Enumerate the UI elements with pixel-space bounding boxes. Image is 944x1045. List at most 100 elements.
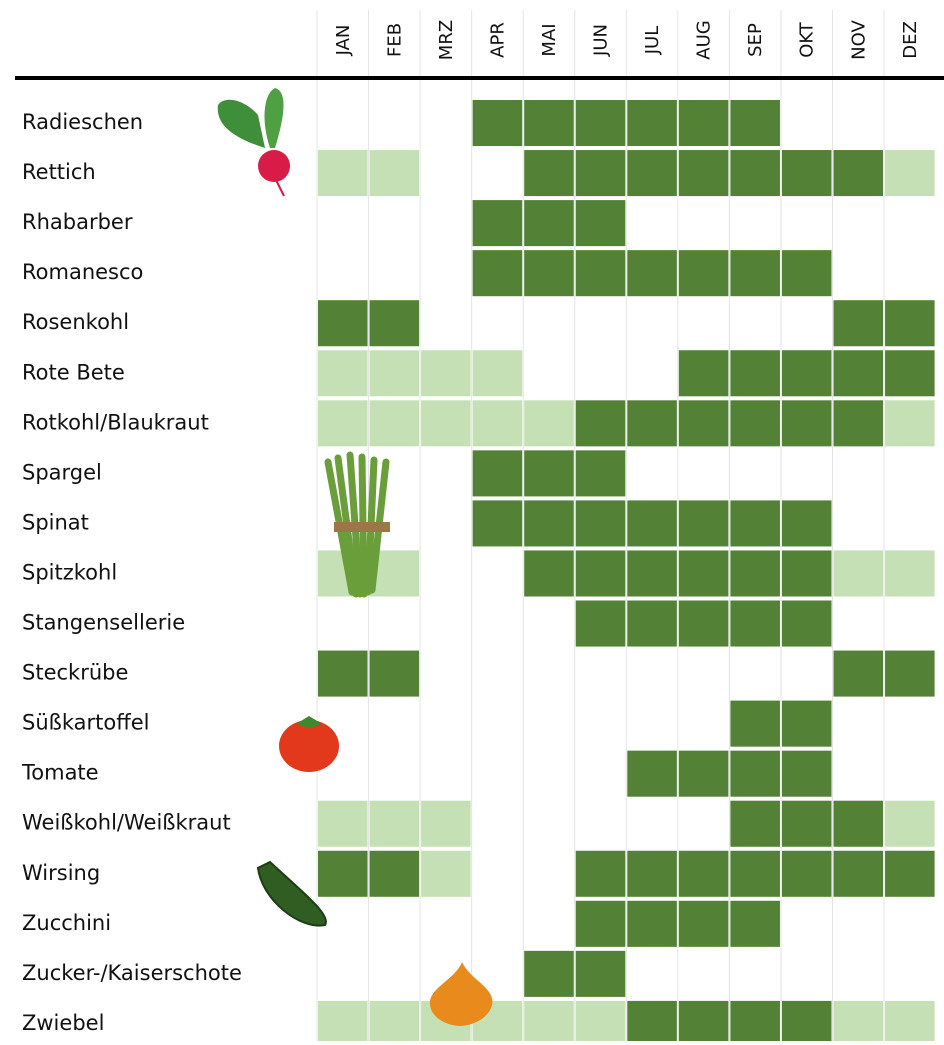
season-cell [782,500,832,546]
season-cell [834,150,884,196]
season-cell [834,951,884,997]
season-cell [679,150,729,196]
season-cell [885,901,935,947]
season-cell [576,400,626,446]
season-cell [834,250,884,296]
season-cell [679,200,729,246]
season-cell [524,550,574,596]
season-cell [782,450,832,496]
season-cell [318,100,368,146]
season-cell [782,350,832,396]
season-cell [318,951,368,997]
season-cell [730,701,780,747]
season-cell [627,450,677,496]
vegetable-name: Zucker-/Kaiserschote [22,961,242,985]
season-cell [576,901,626,947]
season-cell [473,200,523,246]
season-cell [318,150,368,196]
season-cell [473,300,523,346]
season-cell [421,200,471,246]
season-cell [782,550,832,596]
season-cell [421,801,471,847]
season-cell [834,851,884,897]
season-cell [370,851,420,897]
season-cell [473,450,523,496]
season-cell [885,500,935,546]
season-cell [782,250,832,296]
season-cell [782,951,832,997]
season-cell [885,150,935,196]
season-cell [679,701,729,747]
season-cell [318,400,368,446]
season-cell [473,250,523,296]
vegetable-name: Rhabarber [22,210,133,234]
season-cell [524,601,574,647]
season-cell [730,500,780,546]
season-cell [782,601,832,647]
season-cell [885,450,935,496]
season-cell [730,601,780,647]
season-cell [679,550,729,596]
vegetable-name: Rettich [22,160,96,184]
season-cell [782,100,832,146]
vegetable-name: Romanesco [22,260,143,284]
vegetable-name: Tomate [21,761,99,785]
vegetable-name: Wirsing [22,861,100,885]
vegetable-name: Rosenkohl [22,310,129,334]
season-cell [730,851,780,897]
season-cell [834,651,884,697]
season-cell [421,651,471,697]
vegetable-name: Steckrübe [22,661,128,685]
season-cell [318,651,368,697]
vegetable-name: Stangensellerie [22,611,185,635]
season-cell [370,200,420,246]
season-cell [885,751,935,797]
season-cell [885,1001,935,1041]
season-cell [730,651,780,697]
season-cell [370,300,420,346]
season-cell [730,801,780,847]
season-cell [421,350,471,396]
season-cell [473,701,523,747]
season-cell [627,851,677,897]
season-cell [730,450,780,496]
season-cell [473,150,523,196]
season-cell [834,400,884,446]
season-cell [885,400,935,446]
season-cell [730,200,780,246]
season-cell [576,150,626,196]
season-cell [576,550,626,596]
zucchini-icon [258,862,326,926]
season-cell [679,100,729,146]
vegetable-name: Weißkohl/Weißkraut [22,811,231,835]
season-cell [370,701,420,747]
season-cell [421,400,471,446]
season-cell [318,300,368,346]
vegetable-name: Spinat [22,510,89,534]
season-cell [834,1001,884,1041]
season-cell [885,601,935,647]
month-label: AUG [694,20,715,59]
season-cell [473,500,523,546]
season-cell [370,901,420,947]
month-label: JUN [591,24,612,57]
vegetable-name: Spargel [22,460,102,484]
season-cell [885,250,935,296]
season-cell [421,500,471,546]
season-cell [370,400,420,446]
season-cell [473,901,523,947]
season-cell [318,200,368,246]
season-cell [421,450,471,496]
season-cell [627,100,677,146]
season-cell [524,450,574,496]
month-label: OKT [797,21,818,58]
season-cell [421,150,471,196]
season-cell [627,500,677,546]
season-cell [576,300,626,346]
season-cell [524,200,574,246]
season-cell [421,250,471,296]
season-cell [834,751,884,797]
season-cell [576,450,626,496]
season-cell [834,701,884,747]
month-label: MAI [539,23,560,56]
